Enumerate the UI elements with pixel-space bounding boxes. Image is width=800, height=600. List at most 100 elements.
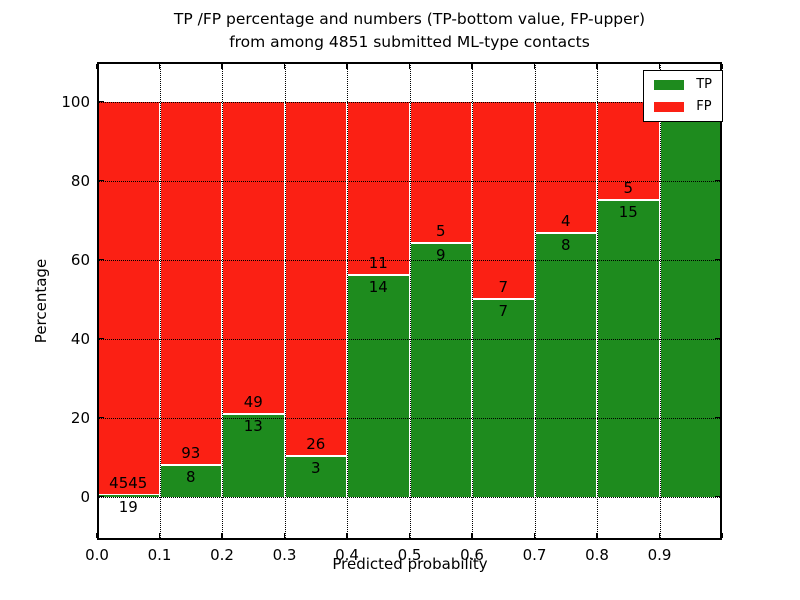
x-tick-mark [596,533,598,538]
gridline-vertical [284,62,286,540]
legend-label-fp: FP [696,99,712,114]
x-tick-label: 0.3 [272,546,297,564]
x-tick-mark [721,533,723,538]
legend: TP FP [643,70,723,122]
x-tick-label: 0.0 [85,546,109,564]
y-tick-mark [99,100,104,102]
bar-segment-fp [472,101,535,300]
chart-title-line1: TP /FP percentage and numbers (TP-bottom… [173,10,646,28]
y-tick-mark [99,179,104,181]
tp-count-label: 15 [618,203,638,222]
bar-segment-fp [222,101,285,414]
y-axis-label: Percentage [32,258,50,344]
x-tick-mark [158,533,160,538]
y-tick-mark [99,258,104,261]
x-tick-label: 0.6 [460,546,484,564]
x-tick-mark [596,64,598,69]
bar-segment-tp [659,101,722,497]
x-tick-mark [283,533,285,538]
y-tick-mark [99,337,104,340]
x-tick-mark [221,533,223,538]
x-tick-mark [721,64,723,69]
x-tick-mark [221,64,223,69]
x-tick-mark [96,533,98,538]
fp-count-label: 4545 [109,473,148,492]
y-tick-label: 0 [80,487,90,506]
x-tick-mark [408,64,410,69]
bar-segment-tp [347,275,410,497]
fp-count-label: 4 [560,212,571,231]
y-tick-label: 100 [61,92,90,111]
legend-item-tp: TP [654,78,712,92]
gridline-vertical [597,62,598,540]
legend-item-fp: FP [654,100,712,114]
tp-count-label: 14 [368,278,388,297]
bar-segment-fp [409,101,472,243]
tp-count-label: 13 [243,416,263,435]
y-tick-mark [715,416,720,419]
x-tick-mark [346,533,348,538]
y-tick-label: 40 [70,329,90,348]
y-tick-label: 20 [70,408,90,427]
gridline-vertical [409,62,411,540]
tp-count-label: 7 [498,302,509,321]
gridline-vertical [222,62,223,540]
y-tick-mark [99,416,104,419]
bar-segment-tp [284,455,347,497]
x-tick-mark [96,64,98,69]
fp-count-label: 93 [181,444,201,463]
x-tick-label: 0.7 [522,546,547,564]
bar-segment-tp [534,233,597,497]
gridline-vertical [472,62,473,540]
x-tick-mark [533,533,535,538]
y-tick-label: 80 [70,171,90,190]
legend-swatch-tp [654,80,685,90]
gridline-vertical [347,62,348,540]
bar-segment-fp [97,101,160,495]
fp-count-label: 5 [435,221,446,240]
x-axis-label: Predicted probability [332,555,488,573]
x-tick-mark [471,64,473,69]
chart-title: TP /FP percentage and numbers (TP-bottom… [97,8,722,53]
x-tick-mark [471,533,473,538]
y-tick-mark [715,495,720,498]
x-tick-mark [533,64,535,69]
x-tick-mark [658,64,660,69]
x-tick-label: 0.5 [397,546,422,564]
bar-segment-tp [409,242,472,497]
tp-count-label: 8 [560,236,571,255]
legend-swatch-fp [654,102,685,112]
x-tick-mark [283,64,285,69]
tp-count-label: 8 [185,468,196,487]
gridline-vertical [159,62,161,540]
fp-count-label: 11 [368,254,388,273]
fp-count-label: 49 [243,392,263,411]
chart-title-line2: from among 4851 submitted ML-type contac… [229,32,590,51]
y-tick-mark [715,258,720,261]
fp-count-label: 7 [498,278,509,297]
gridline-vertical [659,62,661,540]
y-tick-mark [715,179,720,181]
gridline-vertical [534,62,536,540]
x-tick-mark [658,533,660,538]
bar-segment-tp [159,465,222,497]
y-tick-mark [715,337,720,340]
bar-segment-fp [284,101,347,456]
x-tick-mark [158,64,160,69]
tp-count-label: 19 [118,497,138,516]
bar-segment-tp [597,200,660,497]
bar-segment-fp [347,101,410,276]
bar-segment-fp [159,101,222,466]
x-tick-label: 0.4 [335,546,359,564]
fp-count-label: 5 [623,179,634,198]
y-tick-mark [99,495,104,498]
x-tick-label: 0.2 [210,546,234,564]
y-tick-label: 60 [70,250,90,269]
fp-count-label: 26 [306,434,326,453]
tp-count-label: 9 [435,245,446,264]
x-tick-label: 0.1 [147,546,172,564]
x-tick-label: 0.9 [647,546,672,564]
x-tick-mark [346,64,348,69]
bar-segment-tp [472,299,535,497]
